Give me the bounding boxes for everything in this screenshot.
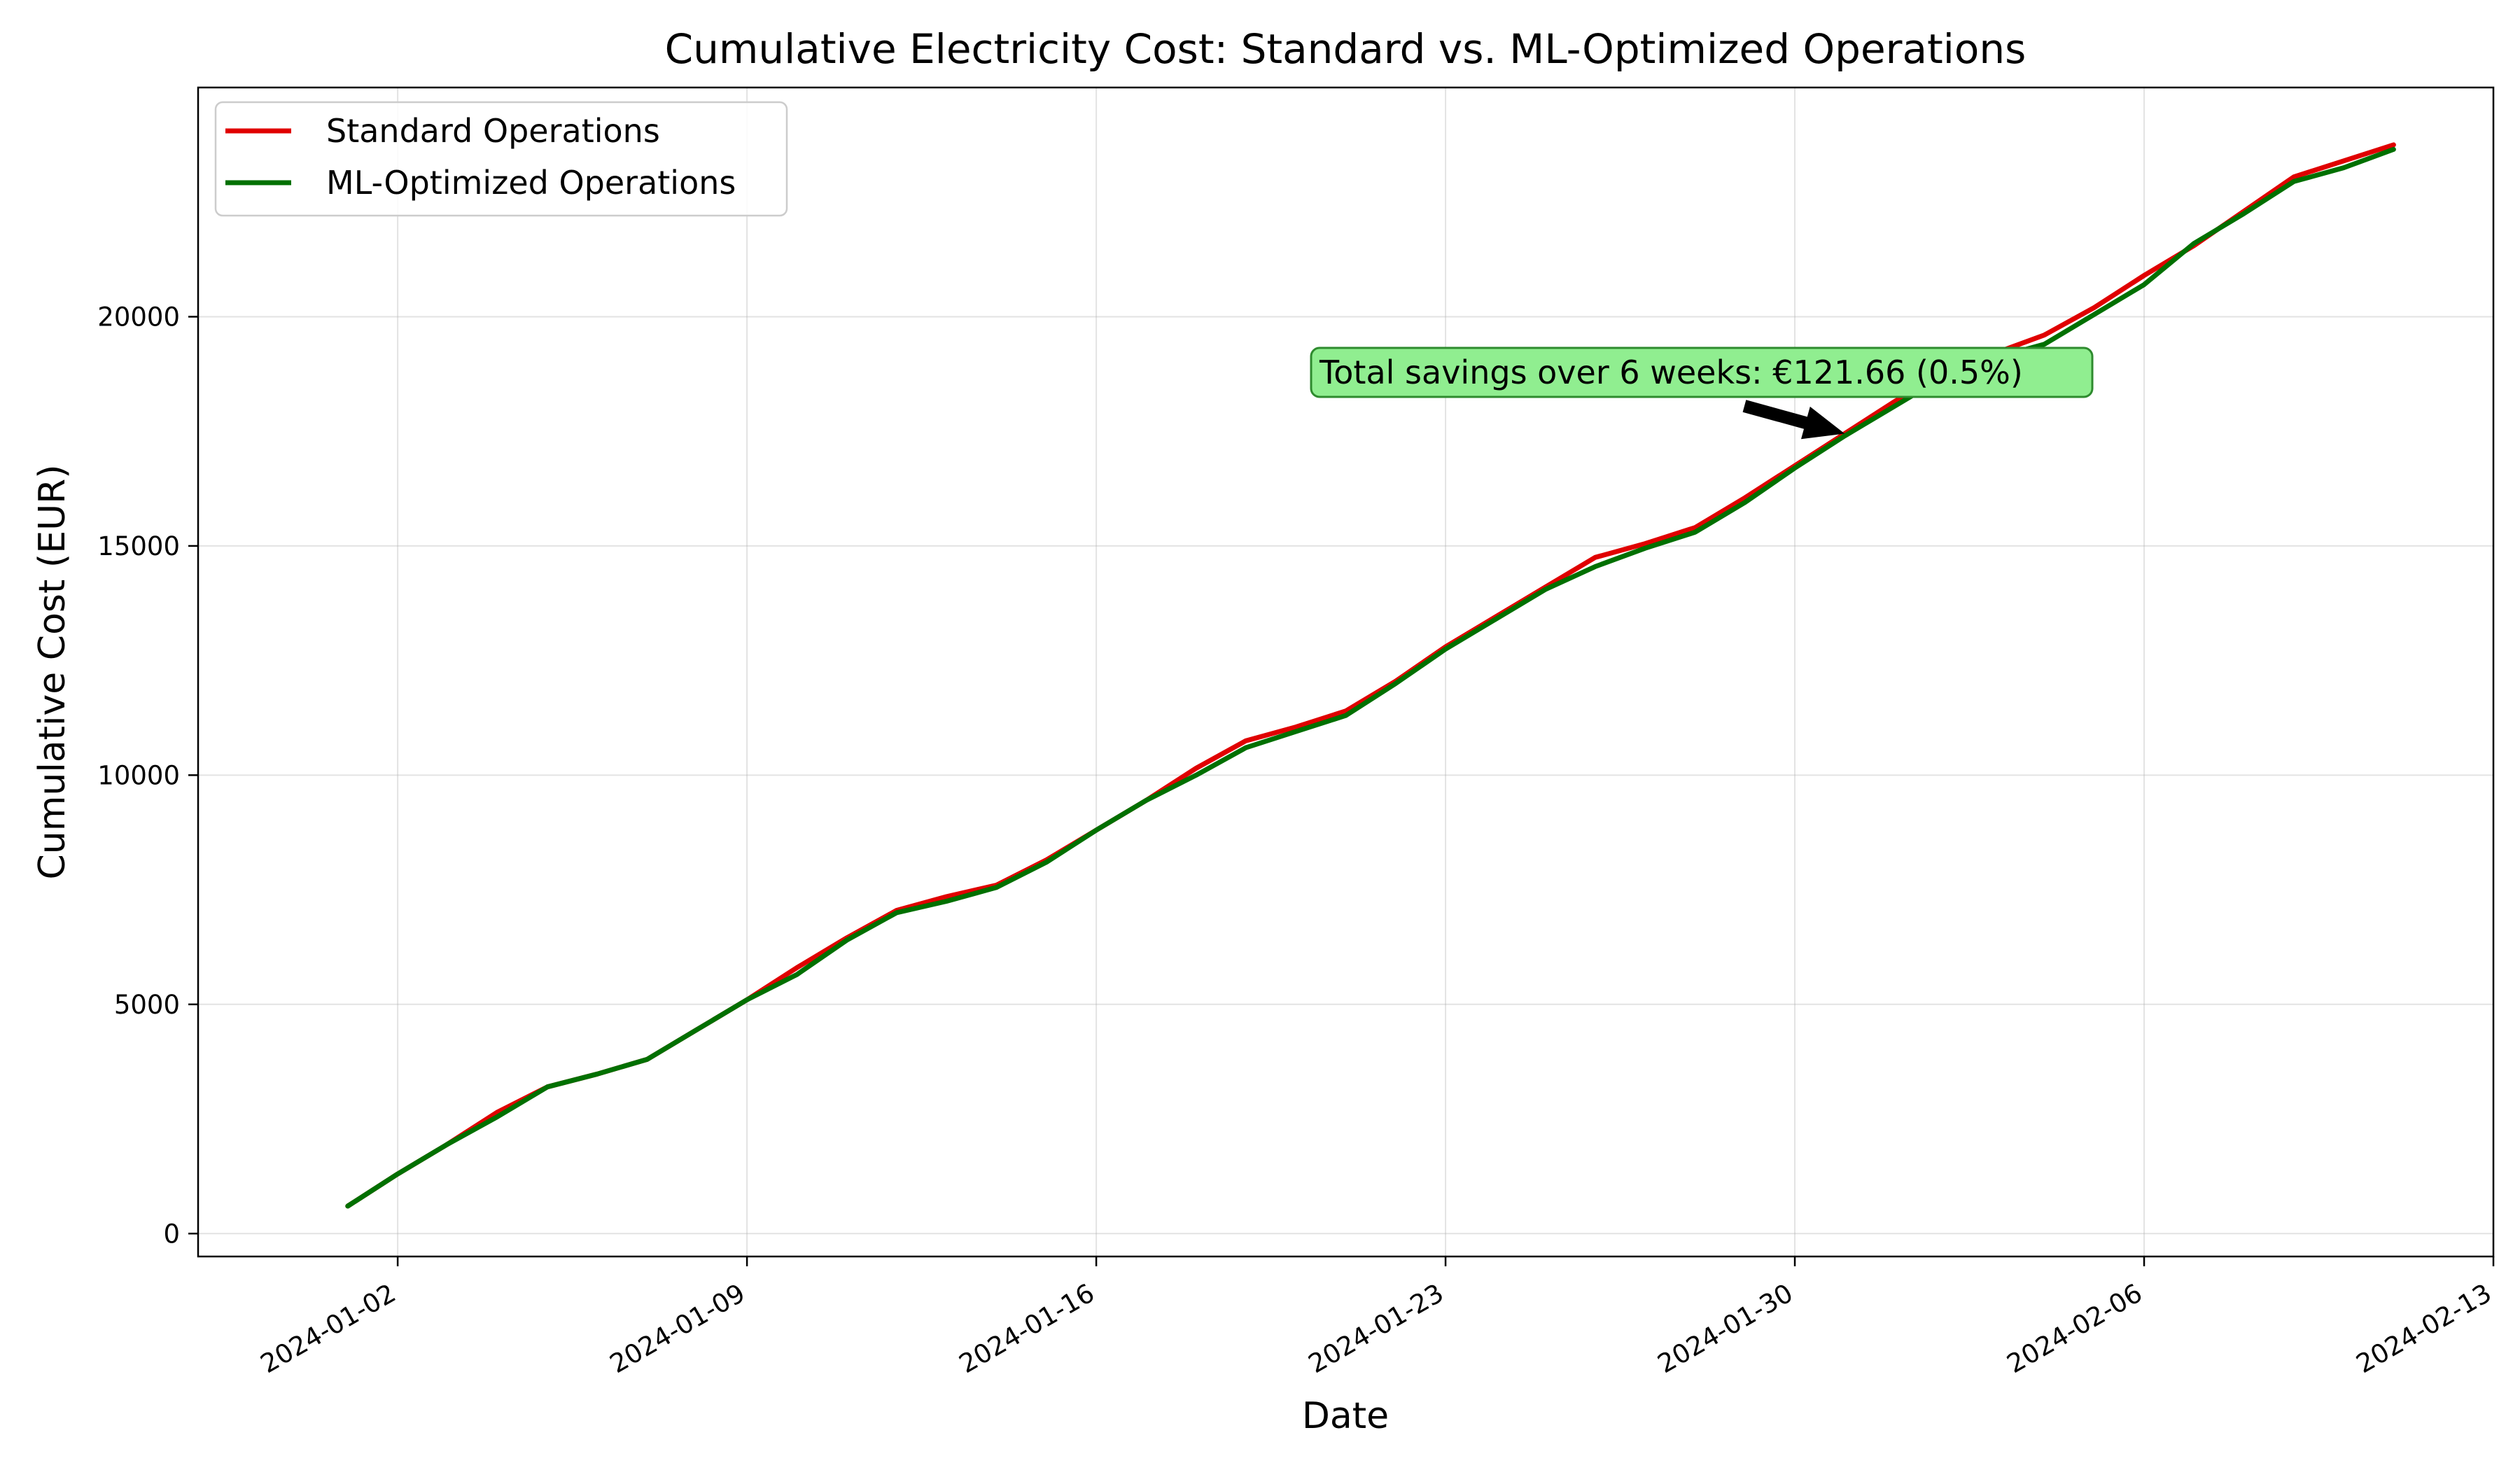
legend-frame: [214, 101, 788, 217]
savings-annotation: Total savings over 6 weeks: €121.66 (0.5…: [1310, 346, 2094, 440]
legend: Standard Operations ML-Optimized Operati…: [214, 101, 788, 217]
chart-title: Cumulative Electricity Cost: Standard vs…: [665, 25, 2026, 73]
y-tick-label: 15000: [97, 531, 180, 561]
y-tick-label: 20000: [97, 302, 180, 332]
series-line-ml-optimized: [345, 146, 2396, 1209]
annotation-text: Total savings over 6 weeks: €121.66 (0.5…: [1319, 354, 2023, 391]
y-axis-label: Cumulative Cost (EUR): [31, 464, 74, 879]
x-axis-label: Date: [1302, 1395, 1389, 1437]
y-axis: 0 5000 10000 15000 20000: [97, 302, 198, 1249]
annotation-box: [1310, 346, 2094, 398]
plot-frame: [197, 86, 2495, 1258]
series-layer: [345, 142, 2396, 1209]
y-tick-label: 5000: [114, 990, 180, 1020]
y-tick-label: 10000: [97, 760, 180, 790]
legend-label-ml-optimized: ML-Optimized Operations: [326, 164, 736, 202]
y-tick-label: 0: [163, 1219, 180, 1249]
annotation-arrow: [1742, 400, 1845, 440]
legend-label-standard: Standard Operations: [326, 112, 660, 150]
grid: [198, 88, 2494, 1256]
